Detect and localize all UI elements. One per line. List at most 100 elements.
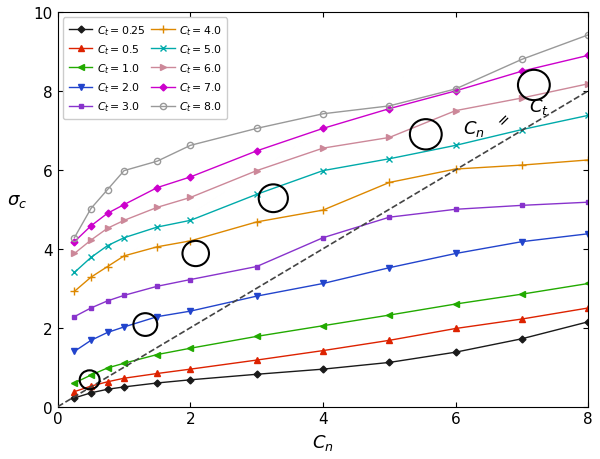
Line: $C_t = 4.0$: $C_t = 4.0$ [70, 157, 592, 296]
$C_t = 8.0$ [518, 57, 526, 63]
$C_t = 2.0$ [121, 325, 128, 330]
Legend: $C_t = 0.25$, $C_t = 0.5$, $C_t = 1.0$, $C_t = 2.0$, $C_t = 3.0$, $C_t = 4.0$, $: $C_t = 0.25$, $C_t = 0.5$, $C_t = 1.0$, … [63, 18, 227, 120]
$C_t = 5.0$ [584, 113, 592, 119]
$C_t = 4.0$ [319, 208, 326, 213]
$C_t = 0.5$ [518, 317, 526, 322]
$C_t = 1.0$ [452, 302, 459, 307]
Line: $C_t = 8.0$: $C_t = 8.0$ [71, 33, 592, 241]
$C_t = 8.0$ [253, 126, 260, 132]
$C_t = 7.0$ [71, 240, 78, 245]
$C_t = 2.0$ [154, 314, 161, 320]
$C_t = 7.0$ [154, 185, 161, 191]
$C_t = 1.0$ [71, 381, 78, 386]
X-axis label: $C_n$: $C_n$ [312, 432, 334, 452]
$C_t = 3.0$ [121, 293, 128, 298]
$C_t = 6.0$ [386, 135, 393, 141]
$C_t = 1.0$ [518, 292, 526, 297]
$C_t = 0.25$ [584, 319, 592, 325]
$C_t = 3.0$ [386, 215, 393, 220]
$C_t = 5.0$ [518, 128, 526, 133]
$C_t = 8.0$ [452, 87, 459, 92]
$C_t = 0.25$ [386, 360, 393, 365]
$C_t = 5.0$ [154, 225, 161, 230]
$C_t = 6.0$ [71, 251, 78, 257]
$C_t = 3.0$ [518, 203, 526, 209]
Line: $C_t = 7.0$: $C_t = 7.0$ [72, 54, 590, 245]
$C_t = 8.0$ [187, 143, 194, 149]
$C_t = 6.0$ [319, 146, 326, 151]
$C_t = 6.0$ [452, 109, 459, 114]
$C_t = 2.0$ [584, 231, 592, 237]
$C_t = 6.0$ [584, 82, 592, 87]
$C_t = 6.0$ [104, 226, 111, 231]
$C_t = 5.0$ [104, 243, 111, 249]
$C_t = 7.0$ [88, 224, 95, 229]
$C_t = 4.0$ [584, 158, 592, 163]
$C_t = 1.0$ [88, 373, 95, 378]
$C_t = 0.25$ [253, 372, 260, 377]
$C_t = 3.0$ [584, 200, 592, 206]
$C_t = 5.0$ [71, 270, 78, 275]
$C_t = 1.0$ [584, 281, 592, 286]
$C_t = 8.0$ [88, 206, 95, 212]
$C_t = 2.0$ [71, 349, 78, 354]
$C_t = 0.25$ [452, 350, 459, 355]
$C_t = 3.0$ [104, 298, 111, 304]
$C_t = 6.0$ [187, 195, 194, 201]
$C_t = 8.0$ [386, 104, 393, 109]
Line: $C_t = 6.0$: $C_t = 6.0$ [71, 82, 592, 257]
$C_t = 2.0$ [187, 309, 194, 314]
$C_t = 3.0$ [187, 277, 194, 283]
Line: $C_t = 0.25$: $C_t = 0.25$ [72, 319, 590, 401]
Line: $C_t = 0.5$: $C_t = 0.5$ [71, 305, 592, 395]
$C_t = 4.0$ [253, 220, 260, 225]
$C_t = 8.0$ [584, 33, 592, 39]
$C_t = 3.0$ [319, 235, 326, 241]
$C_t = 5.0$ [121, 235, 128, 241]
$C_t = 6.0$ [253, 168, 260, 174]
$C_t = 8.0$ [319, 112, 326, 118]
Line: $C_t = 1.0$: $C_t = 1.0$ [71, 281, 592, 386]
$C_t = 7.0$ [518, 69, 526, 75]
Line: $C_t = 5.0$: $C_t = 5.0$ [71, 112, 592, 276]
$C_t = 7.0$ [187, 175, 194, 180]
$C_t = 2.0$ [386, 265, 393, 271]
$C_t = 0.5$ [187, 367, 194, 372]
$C_t = 0.5$ [121, 375, 128, 381]
Text: =: = [494, 109, 513, 129]
$C_t = 1.0$ [121, 361, 128, 366]
$C_t = 4.0$ [88, 275, 95, 280]
$C_t = 0.25$ [88, 390, 95, 396]
$C_t = 4.0$ [452, 167, 459, 173]
$C_t = 2.0$ [452, 251, 459, 257]
Line: $C_t = 2.0$: $C_t = 2.0$ [71, 231, 592, 355]
$C_t = 7.0$ [584, 54, 592, 59]
$C_t = 7.0$ [452, 89, 459, 95]
Line: $C_t = 3.0$: $C_t = 3.0$ [72, 200, 590, 319]
$C_t = 0.5$ [386, 338, 393, 343]
$C_t = 7.0$ [319, 126, 326, 132]
$C_t = 1.0$ [319, 323, 326, 329]
$C_t = 2.0$ [88, 338, 95, 343]
$C_t = 0.5$ [319, 348, 326, 353]
Y-axis label: $\sigma_c$: $\sigma_c$ [7, 192, 27, 210]
$C_t = 1.0$ [154, 352, 161, 358]
$C_t = 3.0$ [71, 314, 78, 320]
$C_t = 2.0$ [104, 330, 111, 336]
$C_t = 4.0$ [518, 163, 526, 168]
$C_t = 4.0$ [71, 289, 78, 295]
$C_t = 1.0$ [386, 313, 393, 318]
$C_t = 0.25$ [104, 386, 111, 392]
$C_t = 0.5$ [253, 358, 260, 363]
$C_t = 4.0$ [386, 180, 393, 186]
$C_t = 5.0$ [319, 168, 326, 174]
$C_t = 5.0$ [88, 255, 95, 261]
$C_t = 0.5$ [104, 379, 111, 385]
$C_t = 7.0$ [121, 202, 128, 208]
$C_t = 0.5$ [71, 389, 78, 395]
$C_t = 6.0$ [154, 205, 161, 211]
$C_t = 0.25$ [121, 384, 128, 390]
$C_t = 7.0$ [386, 106, 393, 112]
$C_t = 0.25$ [319, 367, 326, 372]
$C_t = 6.0$ [121, 218, 128, 224]
